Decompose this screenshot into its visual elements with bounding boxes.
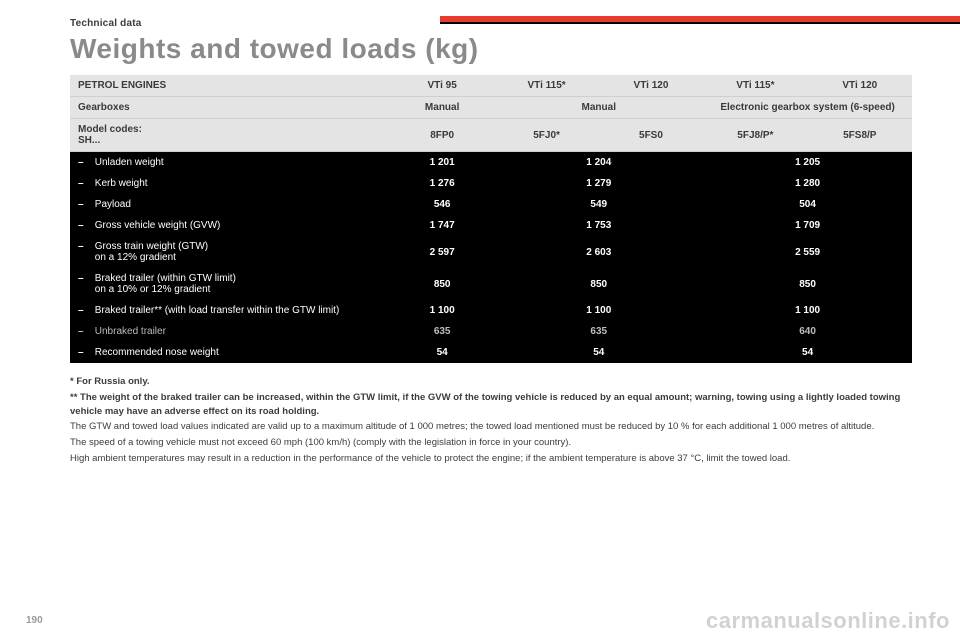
table-header-cell: Manual xyxy=(494,97,703,119)
table-header-cell: 8FP0 xyxy=(390,119,494,152)
table-header-row: GearboxesManualManualElectronic gearbox … xyxy=(70,97,912,119)
row-value: 2 559 xyxy=(703,236,912,268)
row-value: 1 100 xyxy=(494,300,703,321)
table-header-cell: VTi 120 xyxy=(599,75,703,97)
footnote-line: High ambient temperatures may result in … xyxy=(70,452,912,466)
page-title: Weights and towed loads (kg) xyxy=(70,33,912,65)
watermark: carmanualsonline.info xyxy=(706,608,950,634)
accent-bar xyxy=(440,16,960,22)
table-row: – Unbraked trailer635635640 xyxy=(70,321,912,342)
row-value: 850 xyxy=(494,268,703,300)
row-value: 1 279 xyxy=(494,173,703,194)
row-label: – Unbraked trailer xyxy=(70,321,390,342)
row-value: 1 747 xyxy=(390,215,494,236)
table-header-cell: VTi 115* xyxy=(494,75,598,97)
row-value: 546 xyxy=(390,194,494,215)
table-header-cell: Manual xyxy=(390,97,494,119)
table-header-cell: 5FS0 xyxy=(599,119,703,152)
table-row: – Kerb weight1 2761 2791 280 xyxy=(70,173,912,194)
row-value: 1 204 xyxy=(494,152,703,174)
row-value: 1 205 xyxy=(703,152,912,174)
table-header-row: Model codes:SH...8FP05FJ0*5FS05FJ8/P*5FS… xyxy=(70,119,912,152)
row-label: – Braked trailer** (with load transfer w… xyxy=(70,300,390,321)
row-value: 850 xyxy=(703,268,912,300)
row-value: 850 xyxy=(390,268,494,300)
row-label: – Payload xyxy=(70,194,390,215)
page: Technical data Weights and towed loads (… xyxy=(0,0,960,640)
table-row: – Gross train weight (GTW) on a 12% grad… xyxy=(70,236,912,268)
row-label: – Gross train weight (GTW) on a 12% grad… xyxy=(70,236,390,268)
row-value: 640 xyxy=(703,321,912,342)
table-header-label: PETROL ENGINES xyxy=(70,75,390,97)
spec-table: PETROL ENGINESVTi 95VTi 115*VTi 120VTi 1… xyxy=(70,75,912,363)
table-header-cell: 5FJ0* xyxy=(494,119,598,152)
table-header-cell: VTi 120 xyxy=(808,75,912,97)
row-value: 1 276 xyxy=(390,173,494,194)
row-value: 1 280 xyxy=(703,173,912,194)
row-value: 1 100 xyxy=(703,300,912,321)
table-header-label: Gearboxes xyxy=(70,97,390,119)
row-label: – Gross vehicle weight (GVW) xyxy=(70,215,390,236)
table-body: – Unladen weight1 2011 2041 205– Kerb we… xyxy=(70,152,912,364)
table-header-cell: Electronic gearbox system (6-speed) xyxy=(703,97,912,119)
row-value: 635 xyxy=(494,321,703,342)
table-header-cell: VTi 115* xyxy=(703,75,807,97)
table-header-cell: VTi 95 xyxy=(390,75,494,97)
table-header-label: Model codes:SH... xyxy=(70,119,390,152)
row-value: 549 xyxy=(494,194,703,215)
row-value: 1 709 xyxy=(703,215,912,236)
table-header-cell: 5FJ8/P* xyxy=(703,119,807,152)
table-row: – Braked trailer** (with load transfer w… xyxy=(70,300,912,321)
table-header-cell: 5FS8/P xyxy=(808,119,912,152)
row-value: 635 xyxy=(390,321,494,342)
table-header-row: PETROL ENGINESVTi 95VTi 115*VTi 120VTi 1… xyxy=(70,75,912,97)
row-value: 54 xyxy=(390,342,494,363)
page-number: 190 xyxy=(26,615,43,626)
footnote-line: * For Russia only. xyxy=(70,375,912,389)
row-value: 1 753 xyxy=(494,215,703,236)
table-row: – Payload546549504 xyxy=(70,194,912,215)
row-value: 1 100 xyxy=(390,300,494,321)
footnotes: * For Russia only. ** The weight of the b… xyxy=(70,375,912,466)
table-row: – Unladen weight1 2011 2041 205 xyxy=(70,152,912,174)
table-row: – Braked trailer (within GTW limit) on a… xyxy=(70,268,912,300)
table-row: – Gross vehicle weight (GVW)1 7471 7531 … xyxy=(70,215,912,236)
table-head: PETROL ENGINESVTi 95VTi 115*VTi 120VTi 1… xyxy=(70,75,912,152)
row-value: 1 201 xyxy=(390,152,494,174)
row-label: – Braked trailer (within GTW limit) on a… xyxy=(70,268,390,300)
row-label: – Recommended nose weight xyxy=(70,342,390,363)
row-value: 2 597 xyxy=(390,236,494,268)
table-row: – Recommended nose weight545454 xyxy=(70,342,912,363)
row-label: – Unladen weight xyxy=(70,152,390,174)
row-value: 2 603 xyxy=(494,236,703,268)
row-label: – Kerb weight xyxy=(70,173,390,194)
footnote-line: ** The weight of the braked trailer can … xyxy=(70,391,912,419)
row-value: 504 xyxy=(703,194,912,215)
row-value: 54 xyxy=(494,342,703,363)
footnote-line: The GTW and towed load values indicated … xyxy=(70,420,912,434)
footnote-line: The speed of a towing vehicle must not e… xyxy=(70,436,912,450)
row-value: 54 xyxy=(703,342,912,363)
